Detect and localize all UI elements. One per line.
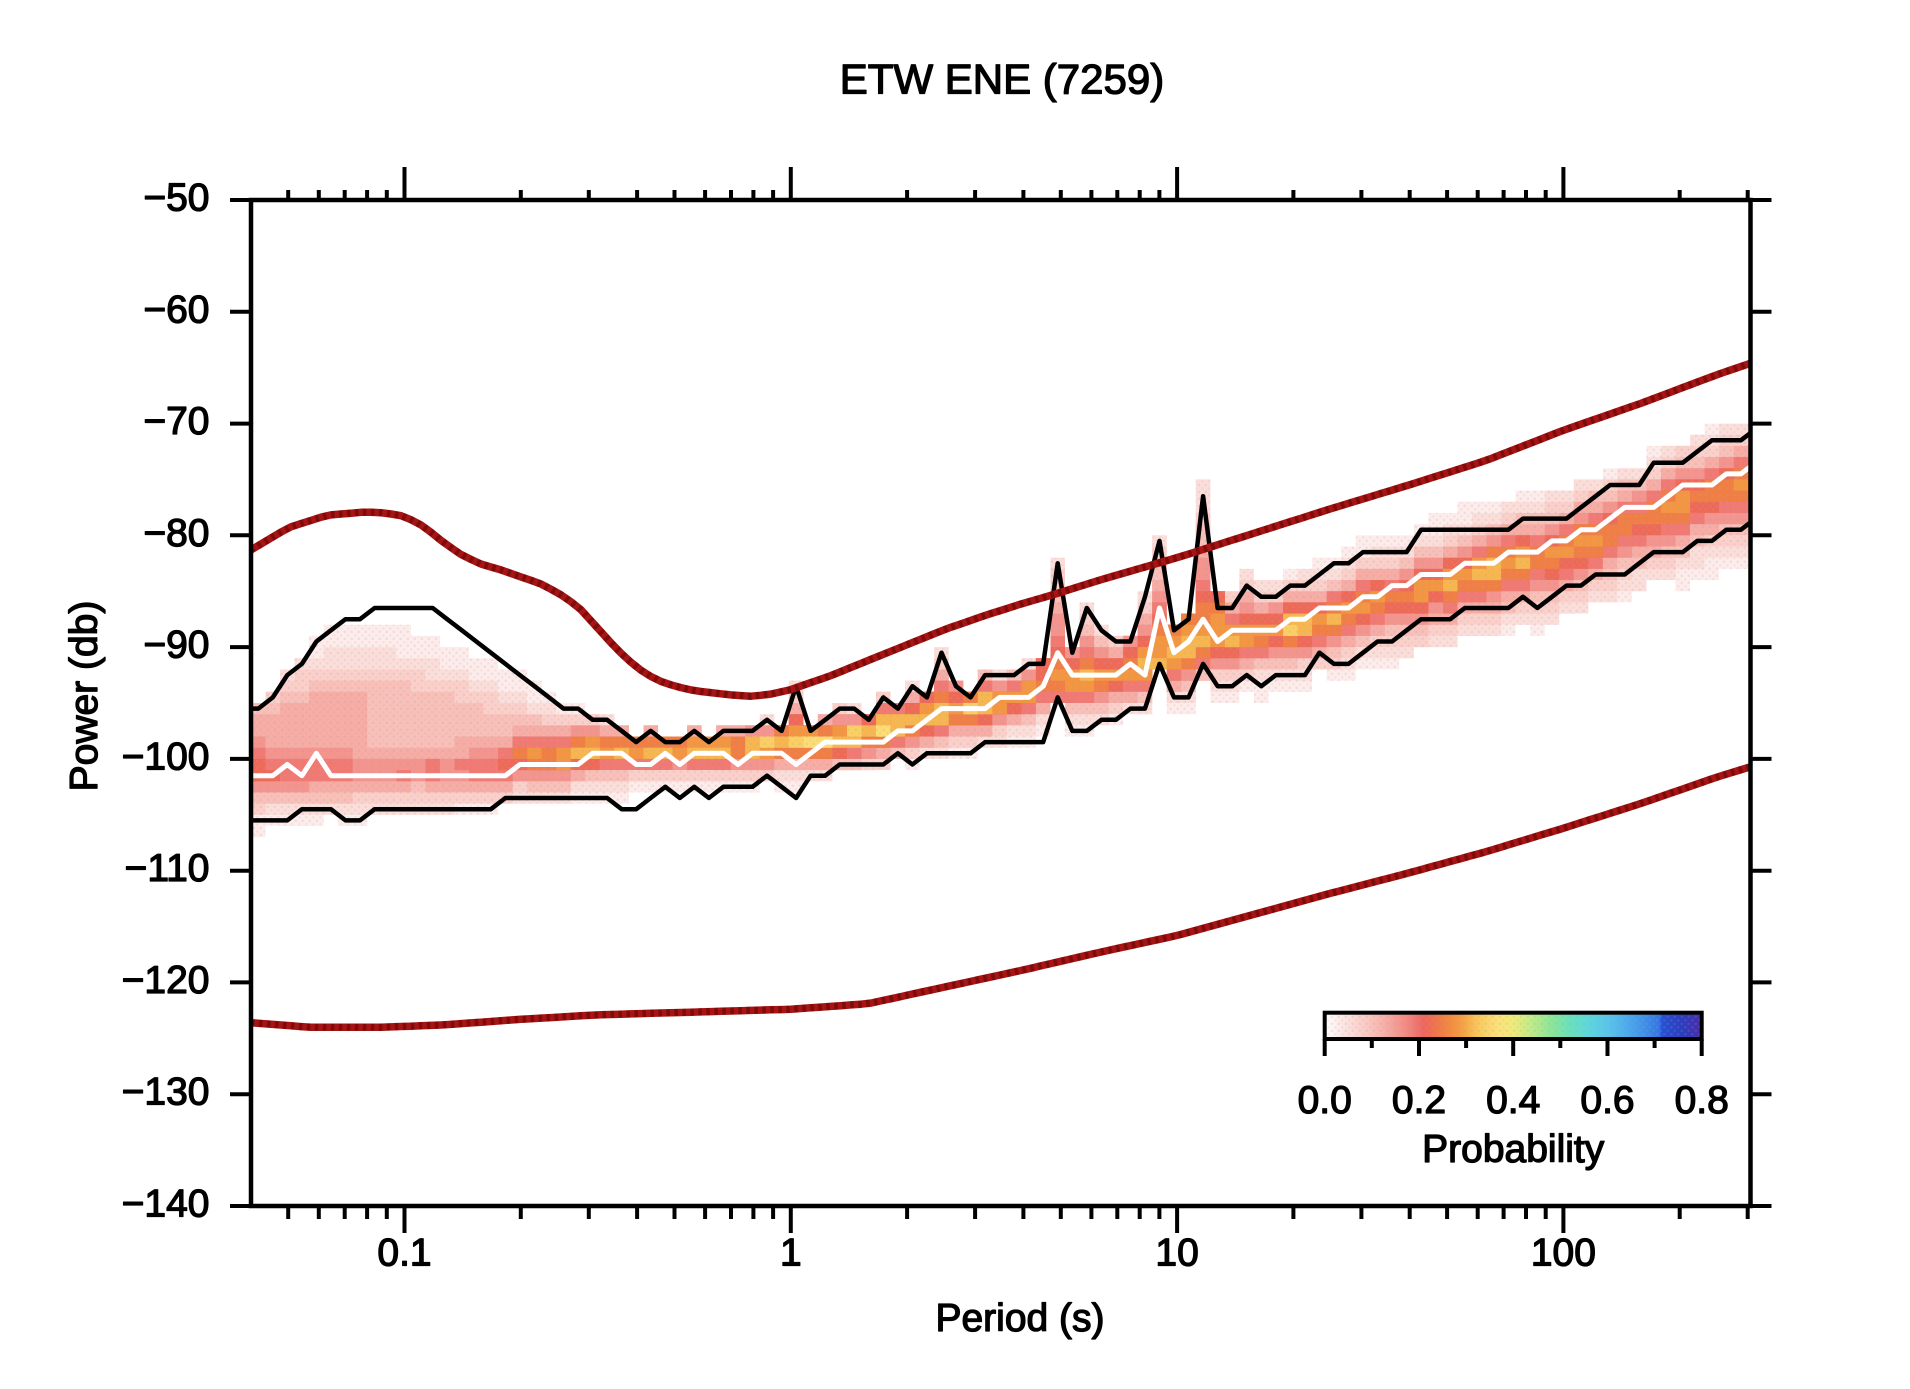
svg-text:Probability: Probability [1422, 1128, 1605, 1171]
svg-text:−110: −110 [125, 847, 210, 890]
svg-text:−130: −130 [122, 1071, 210, 1114]
svg-text:1: 1 [780, 1232, 802, 1275]
svg-text:−90: −90 [143, 624, 209, 667]
svg-text:Period (s): Period (s) [935, 1297, 1104, 1340]
svg-text:10: 10 [1155, 1232, 1198, 1275]
svg-text:−80: −80 [143, 512, 209, 555]
svg-text:−120: −120 [122, 959, 210, 1002]
svg-text:−100: −100 [122, 735, 210, 778]
svg-text:0.8: 0.8 [1675, 1079, 1729, 1122]
svg-text:Power (db): Power (db) [63, 601, 106, 792]
svg-text:−140: −140 [122, 1183, 210, 1226]
svg-text:0.2: 0.2 [1392, 1079, 1446, 1122]
svg-text:0.6: 0.6 [1580, 1079, 1634, 1122]
svg-text:0.1: 0.1 [377, 1232, 431, 1275]
svg-text:−70: −70 [143, 400, 209, 443]
svg-text:ETW ENE (7259): ETW ENE (7259) [840, 56, 1164, 103]
svg-text:−50: −50 [143, 177, 209, 220]
svg-text:0.0: 0.0 [1298, 1079, 1352, 1122]
svg-text:−60: −60 [143, 288, 209, 331]
svg-text:100: 100 [1531, 1232, 1596, 1275]
svg-text:0.4: 0.4 [1486, 1079, 1540, 1122]
